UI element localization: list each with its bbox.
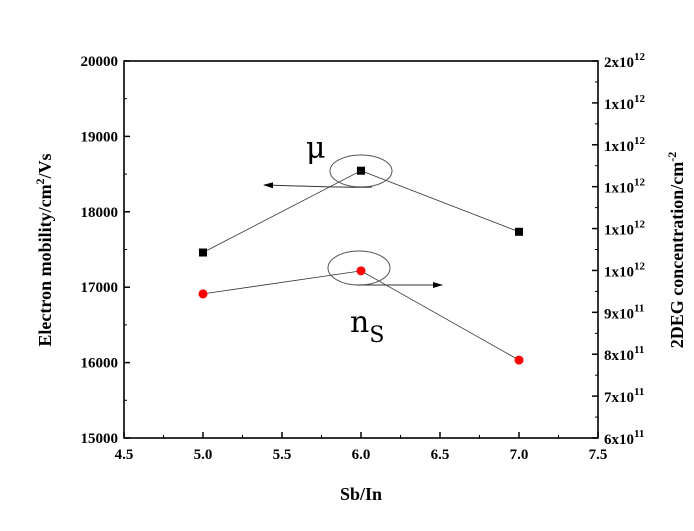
x-tick-label: 7.5: [589, 447, 608, 463]
y2-tick-exponent: 11: [634, 344, 644, 356]
x-tick-label: 6.5: [431, 447, 450, 463]
y2-tick-exponent: 12: [634, 177, 646, 189]
y2-tick-exponent: 12: [634, 93, 646, 105]
y-tick-label: 19000: [81, 129, 119, 145]
mu-annotation: μ: [306, 131, 326, 166]
y2-tick-label: 2x1012: [604, 51, 646, 71]
y2-tick-label: 9x1011: [604, 302, 644, 322]
y2-tick-exponent: 12: [634, 51, 646, 63]
mu-data-point: [515, 227, 523, 236]
y-tick-label: 20000: [81, 54, 119, 70]
y2-tick-label: 1x1012: [604, 219, 646, 239]
y2-tick-label: 7x1011: [604, 386, 644, 406]
y-tick-label: 18000: [81, 205, 119, 221]
series-marks: [198, 166, 524, 365]
y2-tick-exponent: 12: [634, 219, 646, 231]
x-tick-label: 7.0: [510, 447, 529, 463]
ns-annotation-sub: S: [369, 323, 384, 348]
y2-tick-mantissa: 6x10: [604, 432, 634, 448]
y2-tick-exponent: 11: [634, 386, 644, 398]
y2-tick-label: 8x1011: [604, 344, 644, 364]
y2-tick-mantissa: 1x10: [604, 139, 634, 155]
y-axis-label: Electron mobility/cm2/Vs: [33, 153, 55, 346]
y2-tick-mantissa: 2x10: [604, 55, 634, 71]
x-tick-label: 4.5: [115, 447, 134, 463]
ns-data-point: [514, 355, 524, 365]
y2-tick-mantissa: 1x10: [604, 223, 634, 239]
y2-tick-label: 6x1011: [604, 428, 644, 448]
y-axis-label-base: Electron mobility/cm: [35, 184, 55, 346]
ns-data-point: [356, 266, 366, 276]
y-tick-label: 15000: [81, 431, 119, 447]
x-axis-label: Sb/In: [340, 484, 382, 504]
y2-tick-mantissa: 9x10: [604, 306, 634, 322]
y2-tick-mantissa: 1x10: [604, 181, 634, 197]
mu-data-point: [199, 248, 207, 257]
axes: 4.5 5.0 5.5 6.0 6.5 7.0 7.5 15000 16000 17000 1800…: [81, 51, 646, 463]
y2-axis-label-sup: -2: [665, 152, 679, 162]
mu-data-point: [357, 166, 365, 175]
y2-tick-mantissa: 1x10: [604, 264, 634, 280]
y2-axis-label: 2DEG concentration/cm-2: [665, 152, 687, 348]
y2-tick-exponent: 12: [634, 135, 646, 147]
ns-annotation-base: n: [350, 305, 369, 340]
y2-tick-mantissa: 8x10: [604, 348, 634, 364]
y2-tick-label: 1x1012: [604, 93, 646, 113]
x-tick-label: 6.0: [352, 447, 371, 463]
x-tick-label: 5.0: [194, 447, 213, 463]
y2-axis-label-base: 2DEG concentration/cm: [667, 162, 687, 348]
y2-tick-exponent: 11: [634, 302, 644, 314]
plot-frame: [123, 60, 599, 439]
y2-tick-label: 1x1012: [604, 177, 646, 197]
y-tick-label: 16000: [81, 356, 119, 372]
y2-tick-label: 1x1012: [604, 260, 646, 280]
y2-tick-exponent: 11: [634, 428, 644, 440]
mu-left-axis-arrow: [263, 182, 373, 189]
y2-tick-label: 1x1012: [604, 135, 646, 155]
y2-tick-mantissa: 7x10: [604, 390, 634, 406]
ns-annotation: nS: [350, 305, 384, 348]
y2-tick-mantissa: 1x10: [604, 97, 634, 113]
y-tick-label: 17000: [81, 280, 119, 296]
y-axis-label-rest: /Vs: [35, 153, 55, 179]
series-line-mu: [202, 170, 520, 253]
x-tick-label: 5.5: [273, 447, 292, 463]
y-axis-label-sup: 2: [33, 178, 47, 184]
y2-tick-exponent: 12: [634, 260, 646, 272]
ns-data-point: [198, 289, 208, 299]
